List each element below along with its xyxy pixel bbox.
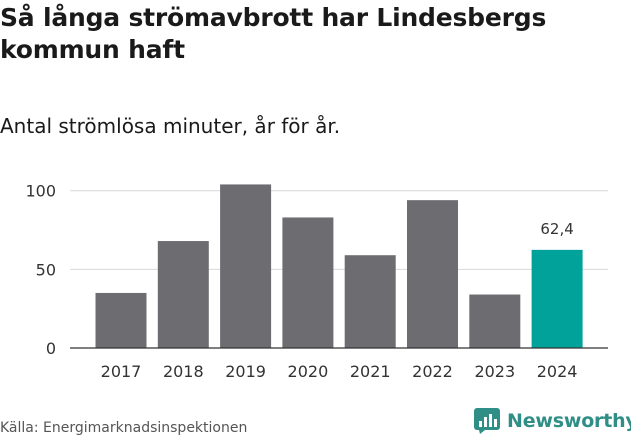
chart-subtitle: Antal strömlösa minuter, år för år.	[0, 114, 341, 138]
bar-2024	[531, 249, 583, 348]
x-tick-label-2023: 2023	[474, 362, 515, 381]
bar-2022	[407, 200, 458, 348]
y-tick-label-100: 100	[25, 182, 56, 201]
y-tick-label-0: 0	[46, 339, 56, 358]
x-tick-label-2020: 2020	[288, 362, 329, 381]
bar-2018	[157, 241, 209, 348]
chart-title: Så långa strömavbrott har Lindesbergs ko…	[0, 3, 547, 64]
bar-2020	[282, 217, 334, 348]
brand-name: Newsworthy	[507, 410, 631, 432]
y-tick-label-50: 50	[36, 260, 56, 279]
x-tick-label-2018: 2018	[163, 362, 204, 381]
data-label-2024: 62,4	[540, 220, 573, 238]
bar-2017	[95, 292, 147, 348]
x-tick-label-2024: 2024	[537, 362, 578, 381]
x-tick-label-2021: 2021	[350, 362, 391, 381]
x-tick-label-2019: 2019	[225, 362, 266, 381]
newsworthy-logo-icon	[474, 408, 500, 434]
bar-2021	[344, 255, 396, 348]
bar-2023	[469, 294, 521, 348]
source-note: Källa: Energimarknadsinspektionen	[0, 420, 248, 436]
x-tick-label-2022: 2022	[412, 362, 453, 381]
bar-2019	[220, 184, 272, 348]
x-tick-label-2017: 2017	[101, 362, 142, 381]
newsworthy-logo: Newsworthy	[474, 408, 631, 434]
